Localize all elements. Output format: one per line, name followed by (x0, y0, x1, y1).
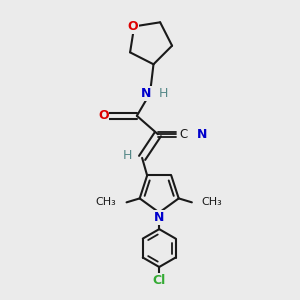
Text: O: O (128, 20, 138, 33)
Text: N: N (141, 87, 151, 100)
Text: CH₃: CH₃ (202, 197, 223, 207)
Text: C: C (179, 128, 187, 141)
Text: H: H (123, 149, 132, 162)
Text: N: N (197, 128, 208, 141)
Text: CH₃: CH₃ (96, 197, 117, 207)
Text: N: N (154, 211, 164, 224)
Text: Cl: Cl (153, 274, 166, 287)
Text: O: O (98, 109, 109, 122)
Text: H: H (159, 87, 169, 100)
